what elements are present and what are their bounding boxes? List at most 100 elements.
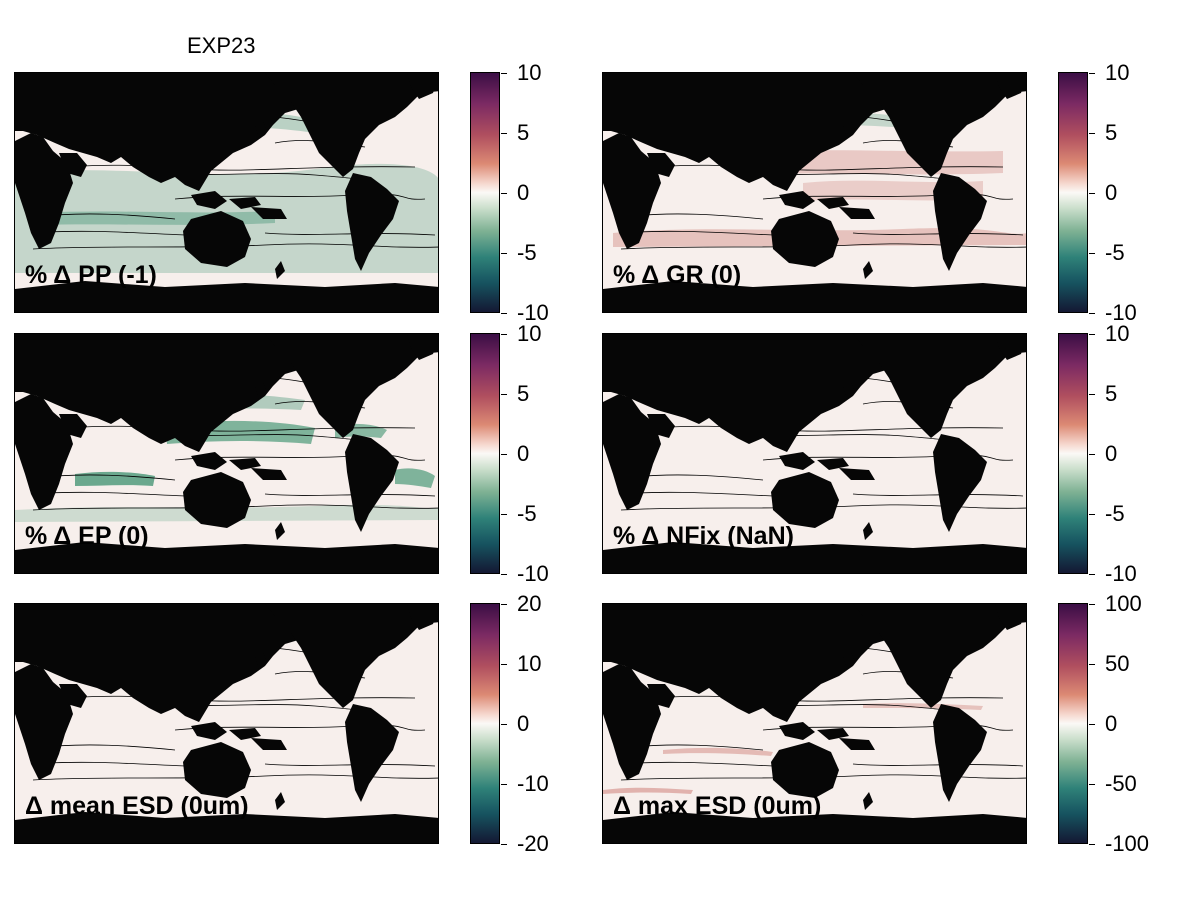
colorbar-tick-label: 5 [1105, 120, 1118, 145]
colorbar-tick-label: 0 [1105, 180, 1118, 205]
anomaly-region [75, 471, 155, 486]
land-mask [15, 604, 438, 843]
land-shape [255, 121, 267, 139]
colorbar-tick-label: 5 [517, 120, 530, 145]
land-shape [15, 73, 345, 191]
map-panel-max-esd: Δ max ESD (0um) [602, 603, 1027, 844]
colorbar-tick-label: -10 [1105, 561, 1137, 586]
land-shape [933, 173, 987, 271]
colorbar-tick-label: 0 [1105, 441, 1118, 466]
land-shape [59, 684, 87, 708]
contour-line [32, 243, 438, 250]
land-shape [933, 434, 987, 532]
land-shape [15, 604, 345, 722]
land-shape [183, 742, 251, 798]
land-shape [603, 394, 661, 510]
map-graphic [603, 334, 1026, 573]
contour-line [852, 763, 1024, 767]
land-shape [407, 334, 438, 360]
contour-line [632, 695, 1004, 702]
land-shape [853, 73, 1026, 177]
colorbar-tick-label: 0 [517, 180, 530, 205]
land-shape [345, 173, 399, 271]
panel-label: % Δ PP (-1) [25, 261, 157, 289]
land-shape [15, 542, 438, 573]
land-shape [251, 207, 287, 219]
contour-line [32, 774, 438, 781]
anomaly-region [395, 468, 435, 488]
contour-line [632, 425, 1004, 432]
land-shape [603, 334, 933, 452]
contour-line [620, 761, 774, 767]
colorbar-tick-label: 10 [517, 651, 542, 676]
anomaly-region [663, 747, 773, 756]
contour-line [852, 493, 1024, 497]
land-shape [603, 604, 933, 722]
map-graphic [15, 604, 438, 843]
land-shape [59, 414, 87, 438]
land-mask [603, 334, 1026, 573]
land-shape [265, 334, 438, 438]
map-panel-pp: % Δ PP (-1) [14, 72, 439, 313]
land-mask [15, 334, 438, 573]
land-shape [275, 792, 285, 810]
colorbar-tick-label: -5 [517, 240, 537, 265]
land-shape [603, 542, 1026, 573]
colorbar-tick-label: -20 [517, 831, 549, 856]
colorbar-tick-label: -100 [1105, 831, 1150, 856]
colorbar-tick-label: -50 [1105, 771, 1137, 796]
colorbar-tick-label: -10 [517, 300, 549, 325]
land-shape [647, 684, 675, 708]
land-shape [843, 652, 855, 670]
land-shape [15, 281, 438, 312]
land-shape [229, 458, 261, 470]
map-panel-nfix: % Δ NFix (NaN) [602, 333, 1027, 574]
colorbar-tick-label: -10 [517, 561, 549, 586]
contour-line [32, 504, 438, 511]
colorbar-tick-label: -5 [517, 501, 537, 526]
land-shape [647, 153, 675, 177]
panel-label: % Δ NFix (NaN) [613, 522, 794, 550]
colorbar-tick-label: 5 [517, 381, 530, 406]
anomaly-region [603, 787, 693, 794]
map-panel-gr: % Δ GR (0) [602, 72, 1027, 313]
contour-line [32, 761, 186, 767]
map-panel-ep: % Δ EP (0) [14, 333, 439, 574]
land-shape [817, 728, 849, 740]
land-shape [843, 382, 855, 400]
colorbar-max-esd: 100 50 0 -50 -100 [1058, 591, 1149, 856]
land-shape [817, 458, 849, 470]
land-shape [843, 121, 855, 139]
land-shape [995, 604, 1026, 630]
map-graphic [603, 604, 1026, 843]
land-shape [275, 261, 285, 279]
colorbar-tick-label: -5 [1105, 501, 1125, 526]
colorbar-mean-esd: 20 10 0 -10 -20 [470, 591, 549, 856]
land-shape [59, 153, 87, 177]
contour-line [264, 493, 436, 497]
contour-line [852, 232, 1024, 236]
land-shape [603, 812, 1026, 843]
land-shape [839, 207, 875, 219]
land-shape [853, 334, 1026, 438]
land-shape [345, 704, 399, 802]
colorbar-tick-label: -5 [1105, 240, 1125, 265]
land-shape [251, 738, 287, 750]
contour-line [620, 491, 774, 497]
land-shape [995, 73, 1026, 99]
land-shape [771, 211, 839, 267]
land-shape [853, 604, 1026, 708]
colorbar-tick-label: 0 [1105, 711, 1118, 736]
land-shape [407, 73, 438, 99]
land-shape [863, 792, 873, 810]
colorbar-ep: 10 5 0 -5 -10 [470, 321, 549, 586]
land-shape [839, 468, 875, 480]
colorbar-tick-label: 10 [517, 60, 542, 85]
land-shape [183, 211, 251, 267]
contour-line [44, 695, 416, 702]
land-shape [15, 133, 73, 249]
land-shape [191, 191, 227, 209]
colorbar-tick-label: -10 [1105, 300, 1137, 325]
land-mask [603, 73, 1026, 312]
figure-title: EXP23 [187, 33, 256, 58]
